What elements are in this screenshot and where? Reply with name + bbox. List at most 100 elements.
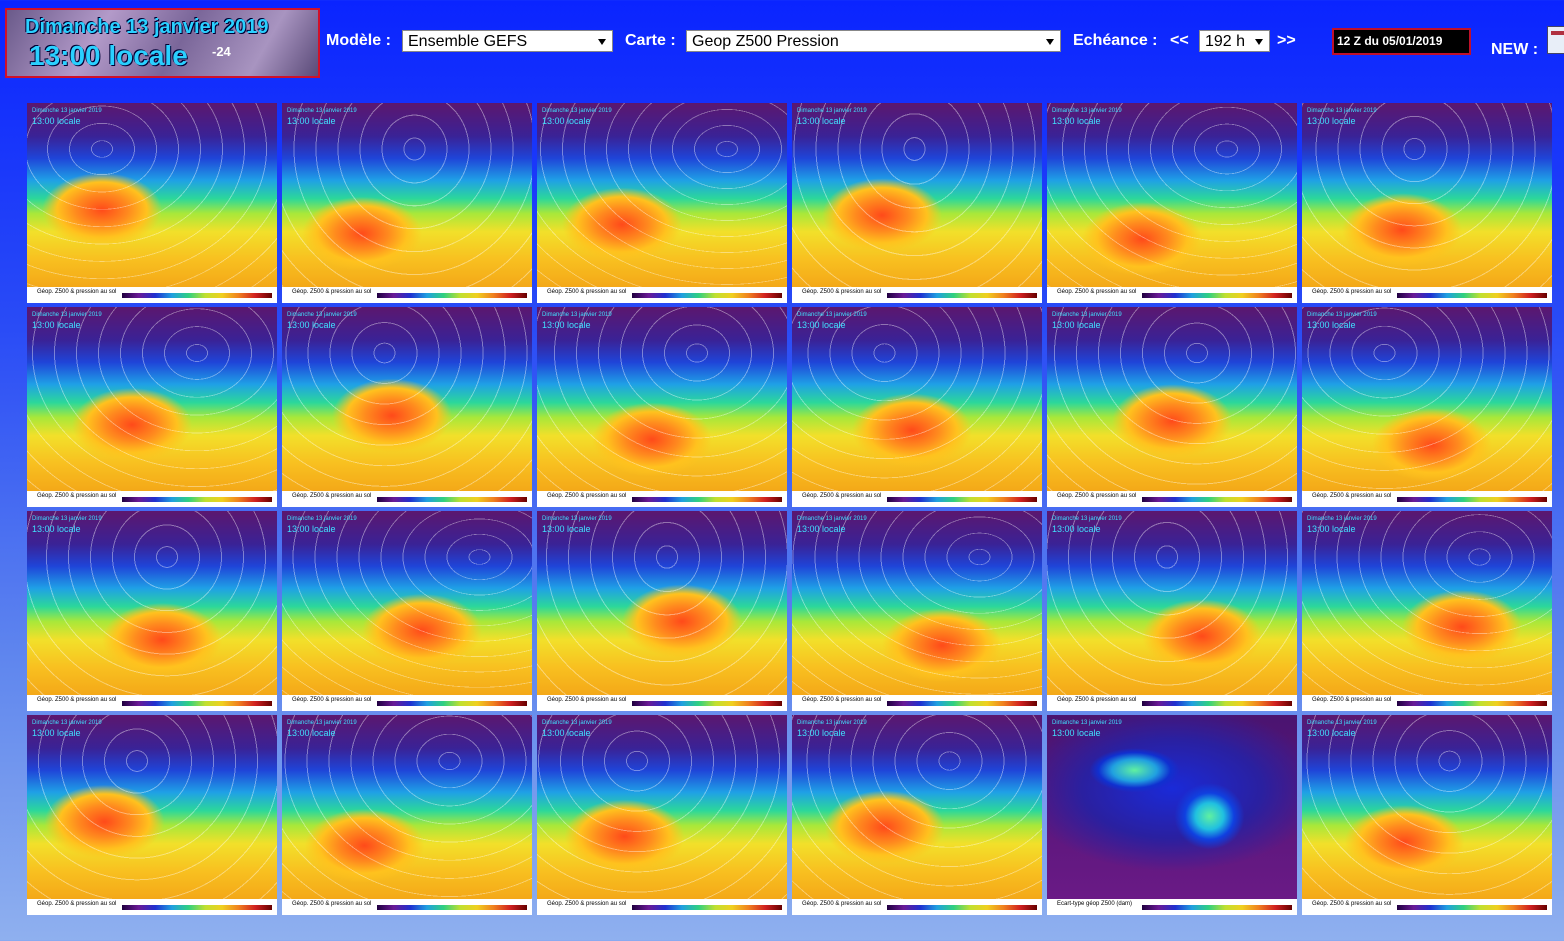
- map-date: Dimanche 13 janvier 2019: [32, 108, 102, 114]
- color-scale: [632, 701, 782, 706]
- map-image: [1047, 307, 1297, 491]
- map-caption: Géop. Z500 & pression au sol: [1312, 697, 1392, 703]
- map-date: Dimanche 13 janvier 2019: [797, 312, 867, 318]
- map-thumbnail[interactable]: Dimanche 13 janvier 2019 13:00 locale Géop…: [1302, 715, 1552, 915]
- map-caption: Géop. Z500 & pression au sol: [292, 289, 372, 295]
- prev-link[interactable]: <<: [1170, 32, 1189, 49]
- map-image: [27, 103, 277, 287]
- map-thumbnail[interactable]: Dimanche 13 janvier 2019 13:00 locale Géop…: [27, 103, 277, 303]
- map-caption: Géop. Z500 & pression au sol: [547, 493, 627, 499]
- map-date: Dimanche 13 janvier 2019: [287, 720, 357, 726]
- map-date: Dimanche 13 janvier 2019: [1307, 516, 1377, 522]
- color-scale: [1397, 497, 1547, 502]
- map-thumbnail[interactable]: Dimanche 13 janvier 2019 13:00 locale Géop…: [1302, 103, 1552, 303]
- map-time: 13:00 locale: [287, 320, 336, 330]
- color-scale: [887, 497, 1037, 502]
- model-select[interactable]: Ensemble GEFS: [402, 30, 613, 52]
- map-thumbnail[interactable]: Dimanche 13 janvier 2019 13:00 locale Géop…: [282, 511, 532, 711]
- color-scale: [1397, 701, 1547, 706]
- map-caption: Géop. Z500 & pression au sol: [37, 493, 117, 499]
- color-scale: [122, 293, 272, 298]
- map-time: 13:00 locale: [32, 524, 81, 534]
- banner-offset: -24: [212, 44, 231, 59]
- map-thumbnail[interactable]: Dimanche 13 janvier 2019 13:00 locale Géop…: [1302, 511, 1552, 711]
- map-image: [537, 715, 787, 899]
- map-date: Dimanche 13 janvier 2019: [1052, 516, 1122, 522]
- map-thumbnail[interactable]: Dimanche 13 janvier 2019 13:00 locale Géop…: [792, 307, 1042, 507]
- map-time: 13:00 locale: [1307, 320, 1356, 330]
- date-banner: Dimanche 13 janvier 2019 13:00 locale -2…: [5, 8, 320, 78]
- color-scale: [632, 905, 782, 910]
- map-thumbnail[interactable]: Dimanche 13 janvier 2019 13:00 locale Géop…: [27, 715, 277, 915]
- map-thumbnail[interactable]: Dimanche 13 janvier 2019 13:00 locale Géop…: [27, 511, 277, 711]
- map-caption: Géop. Z500 & pression au sol: [547, 901, 627, 907]
- map-image: [1047, 715, 1297, 899]
- map-thumbnail[interactable]: Dimanche 13 janvier 2019 13:00 locale Géop…: [1047, 511, 1297, 711]
- map-thumbnail[interactable]: Dimanche 13 janvier 2019 13:00 locale Géop…: [282, 715, 532, 915]
- map-thumbnail[interactable]: Dimanche 13 janvier 2019 13:00 locale Géop…: [27, 307, 277, 507]
- map-date: Dimanche 13 janvier 2019: [1307, 108, 1377, 114]
- map-image: [27, 715, 277, 899]
- next-link[interactable]: >>: [1277, 32, 1296, 49]
- map-date: Dimanche 13 janvier 2019: [797, 720, 867, 726]
- map-image: [1047, 103, 1297, 287]
- color-scale: [1142, 497, 1292, 502]
- map-time: 13:00 locale: [1307, 728, 1356, 738]
- map-time: 13:00 locale: [1052, 320, 1101, 330]
- map-time: 13:00 locale: [1052, 524, 1101, 534]
- map-image: [792, 715, 1042, 899]
- map-caption: Ecart-type géop Z500 (dam): [1057, 901, 1133, 907]
- map-caption: Géop. Z500 & pression au sol: [1312, 493, 1392, 499]
- color-scale: [887, 701, 1037, 706]
- map-caption: Géop. Z500 & pression au sol: [1312, 901, 1392, 907]
- map-caption: Géop. Z500 & pression au sol: [802, 493, 882, 499]
- map-image: [537, 103, 787, 287]
- map-image: [282, 511, 532, 695]
- map-time: 13:00 locale: [1307, 116, 1356, 126]
- map-thumbnail[interactable]: Dimanche 13 janvier 2019 13:00 locale Géop…: [537, 307, 787, 507]
- map-thumbnail[interactable]: Dimanche 13 janvier 2019 13:00 locale Géop…: [537, 511, 787, 711]
- map-thumbnail[interactable]: Dimanche 13 janvier 2019 13:00 locale Géop…: [537, 103, 787, 303]
- map-time: 13:00 locale: [32, 320, 81, 330]
- map-thumbnail[interactable]: Dimanche 13 janvier 2019 13:00 locale Géop…: [282, 307, 532, 507]
- map-time: 13:00 locale: [287, 116, 336, 126]
- map-caption: Géop. Z500 & pression au sol: [802, 289, 882, 295]
- step-select[interactable]: 192 h: [1199, 30, 1270, 52]
- map-thumbnail[interactable]: Dimanche 13 janvier 2019 13:00 locale Géop…: [792, 103, 1042, 303]
- map-label: Carte :: [625, 32, 676, 49]
- map-time: 13:00 locale: [797, 524, 846, 534]
- map-thumbnail[interactable]: Dimanche 13 janvier 2019 13:00 locale Géop…: [1047, 103, 1297, 303]
- map-select[interactable]: Geop Z500 Pression: [686, 30, 1061, 52]
- map-image: [1302, 715, 1552, 899]
- color-scale: [1142, 293, 1292, 298]
- map-caption: Géop. Z500 & pression au sol: [292, 697, 372, 703]
- map-image: [27, 511, 277, 695]
- banner-date: Dimanche 13 janvier 2019: [25, 16, 269, 38]
- map-thumbnail[interactable]: Dimanche 13 janvier 2019 13:00 locale Géop…: [537, 715, 787, 915]
- map-caption: Géop. Z500 & pression au sol: [1057, 697, 1137, 703]
- map-thumbnail[interactable]: Dimanche 13 janvier 2019 13:00 locale Ecar…: [1047, 715, 1297, 915]
- map-time: 13:00 locale: [797, 728, 846, 738]
- color-scale: [887, 293, 1037, 298]
- map-image: [792, 103, 1042, 287]
- map-thumbnail[interactable]: Dimanche 13 janvier 2019 13:00 locale Géop…: [792, 511, 1042, 711]
- map-time: 13:00 locale: [1052, 116, 1101, 126]
- run-box: 12 Z du 05/01/2019: [1332, 28, 1471, 55]
- map-thumbnail[interactable]: Dimanche 13 janvier 2019 13:00 locale Géop…: [1302, 307, 1552, 507]
- map-thumbnail[interactable]: Dimanche 13 janvier 2019 13:00 locale Géop…: [1047, 307, 1297, 507]
- new-icon[interactable]: [1547, 26, 1564, 54]
- map-thumbnail[interactable]: Dimanche 13 janvier 2019 13:00 locale Géop…: [282, 103, 532, 303]
- map-caption: Géop. Z500 & pression au sol: [802, 901, 882, 907]
- map-caption: Géop. Z500 & pression au sol: [547, 289, 627, 295]
- map-date: Dimanche 13 janvier 2019: [1052, 312, 1122, 318]
- map-date: Dimanche 13 janvier 2019: [1307, 312, 1377, 318]
- map-thumbnail[interactable]: Dimanche 13 janvier 2019 13:00 locale Géop…: [792, 715, 1042, 915]
- color-scale: [377, 701, 527, 706]
- color-scale: [377, 293, 527, 298]
- map-time: 13:00 locale: [542, 728, 591, 738]
- map-image: [1302, 511, 1552, 695]
- map-caption: Géop. Z500 & pression au sol: [292, 493, 372, 499]
- banner-time: 13:00 locale: [29, 40, 188, 71]
- map-date: Dimanche 13 janvier 2019: [32, 312, 102, 318]
